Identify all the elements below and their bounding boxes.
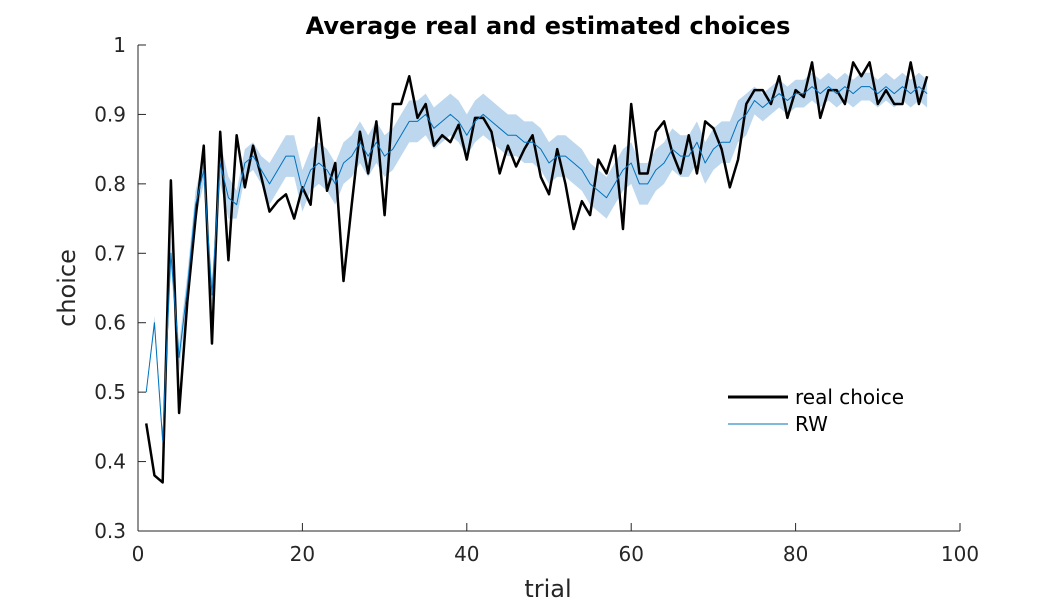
y-tick-label: 0.8 <box>94 172 126 196</box>
x-axis-label: trial <box>524 575 571 603</box>
x-tick-label: 20 <box>290 542 315 566</box>
y-axis-label: choice <box>53 249 81 327</box>
y-ticks: 0.3 0.4 0.5 0.6 0.7 0.8 0.9 1 <box>94 33 146 543</box>
x-tick-label: 60 <box>618 542 643 566</box>
series-rw-line <box>145 86 928 442</box>
y-tick-label: 1 <box>113 33 126 57</box>
x-ticks: 0 20 40 60 80 100 <box>132 523 979 566</box>
x-tick-label: 100 <box>941 542 979 566</box>
legend-label-real-choice: real choice <box>795 385 904 409</box>
legend-label-rw: RW <box>795 412 828 436</box>
y-tick-label: 0.4 <box>94 450 126 474</box>
x-tick-label: 80 <box>783 542 808 566</box>
y-tick-label: 0.6 <box>94 311 126 335</box>
y-tick-label: 0.3 <box>94 519 126 543</box>
chart-title: Average real and estimated choices <box>306 12 791 40</box>
legend: real choice RW <box>728 385 904 436</box>
x-tick-label: 0 <box>132 542 145 566</box>
plot-area <box>144 61 929 484</box>
series-rw-confidence-band <box>146 72 928 448</box>
y-tick-label: 0.7 <box>94 241 126 265</box>
series-real-choice-line <box>144 61 929 484</box>
y-tick-label: 0.9 <box>94 102 126 126</box>
x-tick-label: 40 <box>454 542 479 566</box>
y-tick-label: 0.5 <box>94 380 126 404</box>
